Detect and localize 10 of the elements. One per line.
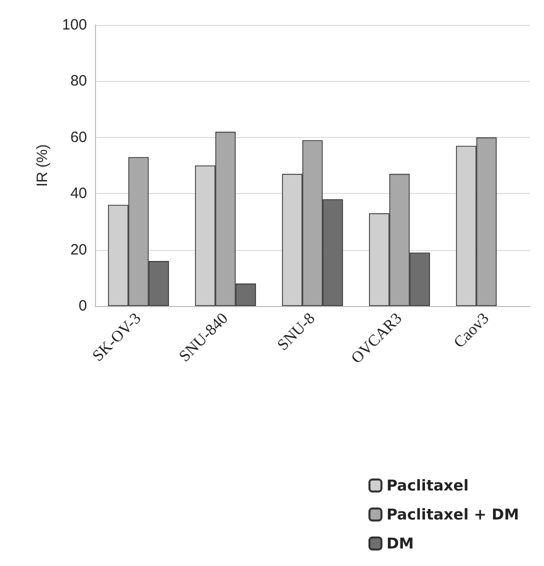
y-tick-label: 0	[78, 298, 87, 314]
y-tick-label: 80	[70, 72, 87, 90]
y-tick-label: 100	[62, 16, 87, 34]
legend-label: DM	[386, 534, 414, 552]
y-tick-label: 60	[70, 128, 87, 146]
y-tick-label: 40	[70, 185, 87, 202]
y-tick-label: 20	[70, 241, 87, 258]
y-axis-title: IR (%)	[34, 144, 51, 187]
legend-label: Paclitaxel + DM	[386, 506, 519, 524]
legend-label: Paclitaxel	[386, 476, 469, 494]
